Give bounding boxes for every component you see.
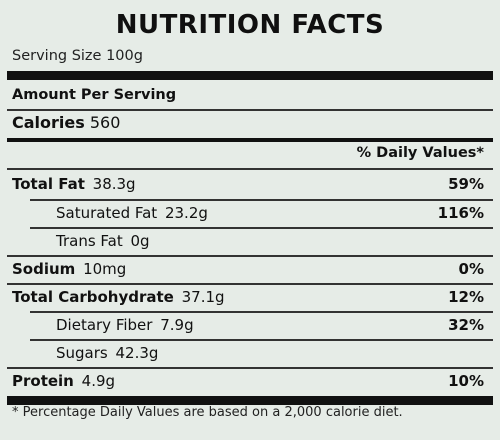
nutrient-row-total-carbohydrate: Total Carbohydrate 37.1g 12% bbox=[12, 287, 484, 307]
nutrient-dv: 59% bbox=[448, 175, 484, 193]
thick-divider bbox=[7, 396, 493, 405]
nutrient-name: Dietary Fiber bbox=[56, 316, 153, 334]
nutrient-dv: 116% bbox=[437, 204, 484, 222]
nutrient-row-dietary-fiber: Dietary Fiber 7.9g 32% bbox=[56, 315, 484, 335]
nutrient-amount: 10mg bbox=[83, 260, 127, 278]
nutrient-dv: 12% bbox=[448, 288, 484, 306]
nutrient-row-total-fat: Total Fat 38.3g 59% bbox=[12, 174, 484, 194]
nutrient-amount: 7.9g bbox=[160, 316, 194, 334]
nutrient-row-saturated-fat: Saturated Fat 23.2g 116% bbox=[56, 203, 484, 223]
divider bbox=[7, 283, 493, 285]
nutrient-name: Total Carbohydrate bbox=[12, 288, 174, 306]
calories-row: Calories 560 bbox=[12, 113, 120, 132]
nutrient-name: Sodium bbox=[12, 260, 76, 278]
nutrient-dv: 32% bbox=[448, 316, 484, 334]
thick-divider bbox=[7, 71, 493, 80]
medium-divider bbox=[7, 138, 493, 142]
divider bbox=[7, 168, 493, 170]
nutrient-amount: 4.9g bbox=[81, 372, 116, 390]
divider bbox=[7, 367, 493, 369]
calories-label: Calories bbox=[12, 113, 85, 132]
footnote: * Percentage Daily Values are based on a… bbox=[12, 405, 403, 420]
divider bbox=[7, 255, 493, 257]
nutrient-name: Protein bbox=[12, 372, 74, 390]
calories-value: 560 bbox=[89, 113, 121, 132]
nutrient-amount: 0g bbox=[130, 232, 150, 250]
divider bbox=[30, 199, 493, 201]
nutrient-dv: 10% bbox=[448, 372, 484, 390]
nutrient-amount: 38.3g bbox=[92, 175, 136, 193]
divider bbox=[30, 227, 493, 229]
nutrient-name: Total Fat bbox=[12, 175, 85, 193]
divider bbox=[30, 339, 493, 341]
serving-size: Serving Size 100g bbox=[12, 48, 143, 64]
nutrient-name: Saturated Fat bbox=[56, 204, 158, 222]
nutrient-amount: 42.3g bbox=[115, 344, 159, 362]
nutrient-row-sugars: Sugars 42.3g bbox=[56, 343, 484, 363]
daily-values-header: % Daily Values* bbox=[356, 145, 484, 161]
nutrient-amount: 37.1g bbox=[181, 288, 225, 306]
nutrient-row-sodium: Sodium 10mg 0% bbox=[12, 259, 484, 279]
divider bbox=[7, 109, 493, 111]
amount-per-serving: Amount Per Serving bbox=[12, 87, 177, 103]
nutrient-amount: 23.2g bbox=[164, 204, 208, 222]
nutrient-name: Sugars bbox=[56, 344, 108, 362]
nutrient-name: Trans Fat bbox=[56, 232, 123, 250]
nutrition-title: NUTRITION FACTS bbox=[115, 10, 385, 40]
nutrient-row-trans-fat: Trans Fat 0g bbox=[56, 231, 484, 251]
divider bbox=[30, 311, 493, 313]
nutrient-dv: 0% bbox=[458, 260, 484, 278]
nutrient-row-protein: Protein 4.9g 10% bbox=[12, 371, 484, 391]
